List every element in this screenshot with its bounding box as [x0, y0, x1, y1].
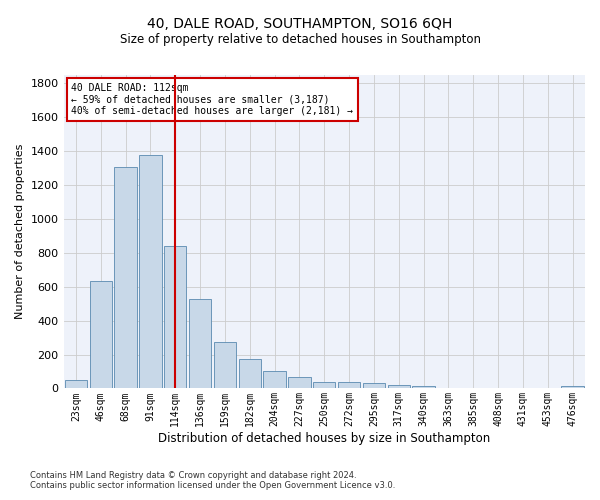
- X-axis label: Distribution of detached houses by size in Southampton: Distribution of detached houses by size …: [158, 432, 490, 445]
- Bar: [412, 386, 435, 388]
- Bar: [313, 382, 335, 388]
- Bar: [65, 380, 87, 388]
- Text: Contains HM Land Registry data © Crown copyright and database right 2024.: Contains HM Land Registry data © Crown c…: [30, 470, 356, 480]
- Bar: [388, 385, 410, 388]
- Bar: [189, 300, 211, 388]
- Bar: [338, 382, 360, 388]
- Bar: [239, 359, 261, 388]
- Bar: [115, 168, 137, 388]
- Bar: [263, 370, 286, 388]
- Bar: [89, 281, 112, 388]
- Bar: [363, 384, 385, 388]
- Bar: [562, 386, 584, 388]
- Y-axis label: Number of detached properties: Number of detached properties: [15, 144, 25, 320]
- Text: Size of property relative to detached houses in Southampton: Size of property relative to detached ho…: [119, 32, 481, 46]
- Bar: [139, 156, 161, 388]
- Text: Contains public sector information licensed under the Open Government Licence v3: Contains public sector information licen…: [30, 480, 395, 490]
- Text: 40 DALE ROAD: 112sqm
← 59% of detached houses are smaller (3,187)
40% of semi-de: 40 DALE ROAD: 112sqm ← 59% of detached h…: [71, 83, 353, 116]
- Text: 40, DALE ROAD, SOUTHAMPTON, SO16 6QH: 40, DALE ROAD, SOUTHAMPTON, SO16 6QH: [148, 18, 452, 32]
- Bar: [164, 246, 187, 388]
- Bar: [214, 342, 236, 388]
- Bar: [288, 378, 311, 388]
